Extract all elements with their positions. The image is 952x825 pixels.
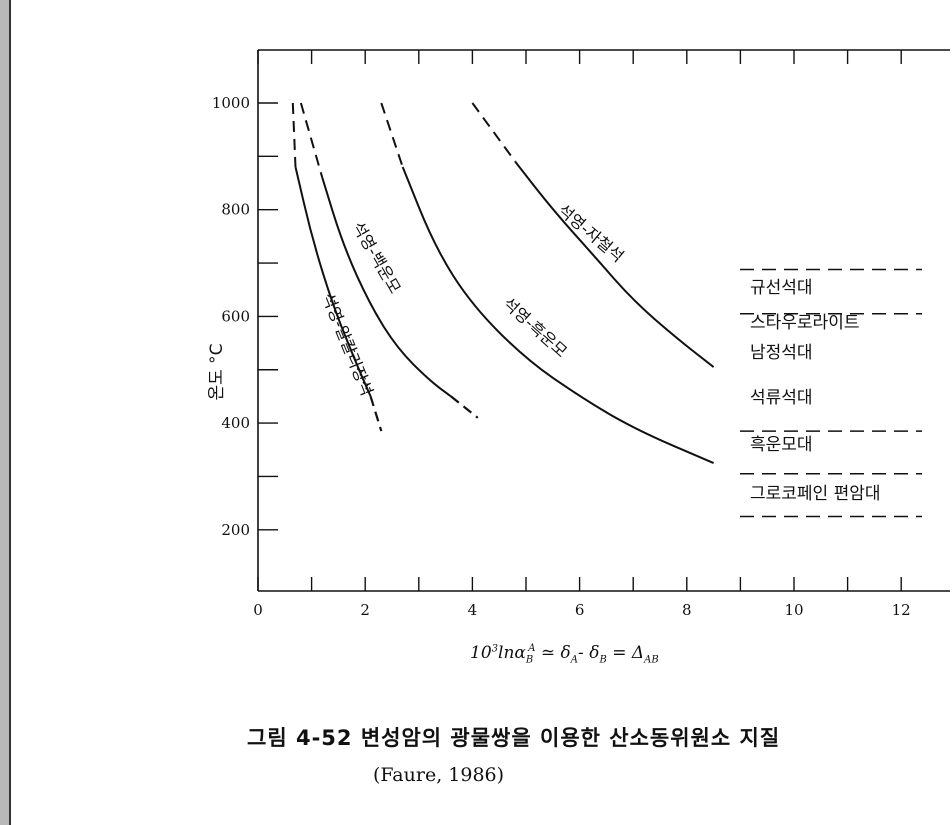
y-tick-label: 800 [221,201,250,219]
series-line-3 [514,161,715,368]
series-dashed-end-0 [369,396,383,432]
series-label-2: 석영-흑운모 [499,294,571,361]
figure-caption-source: (Faure, 1986) [373,764,505,786]
chart: 0 2 4 6 8 10 12 200 400 600 800 1000 석영-알칼리장석석영-백운모… [207,49,950,619]
series-dashed-end-1 [450,395,479,419]
x-tick-label: 2 [360,601,370,619]
series-dashed-2 [380,102,404,168]
series-dashed-1 [299,102,324,178]
left-border-line [9,0,11,825]
series-label-3: 석영-자철석 [554,201,627,267]
series-label-0: 석영-알칼리장석 [318,290,376,398]
x-tick-label: 12 [892,601,911,619]
zone-label-2: 남정석대 [750,343,813,363]
series-line-0 [294,166,372,397]
y-tick-label: 400 [221,414,250,432]
zone-label-3: 석류석대 [750,388,813,408]
zone-label-4: 흑운모대 [750,435,813,455]
y-axis-label: 온도 °C [207,343,227,400]
series-dashed-0 [291,102,297,168]
left-border [0,0,9,825]
x-tick-label: 6 [575,601,585,619]
x-tick-label: 10 [784,601,803,619]
series-line-1 [321,177,452,398]
zone-label-1: 스타우로라이트 [750,313,859,333]
figure-caption: 그림 4-52 변성암의 광물쌍을 이용한 산소동위원소 지질 [247,726,781,750]
x-tick-label: 0 [253,601,263,619]
series-dashed-3 [471,102,517,163]
y-tick-label: 1000 [212,94,250,112]
x-tick-label: 4 [468,601,478,619]
series-line-2 [401,166,714,465]
series-label-1: 석영-백운모 [349,219,405,297]
x-tick-label: 8 [682,601,692,619]
x-axis-label: 103lnαBA ≃ δA- δB = ΔAB [470,643,659,666]
y-tick-label: 200 [221,521,250,539]
y-tick-label: 600 [221,307,250,325]
zone-label-5: 그로코페인 편암대 [750,484,881,504]
zone-label-0: 규선석대 [750,278,813,298]
